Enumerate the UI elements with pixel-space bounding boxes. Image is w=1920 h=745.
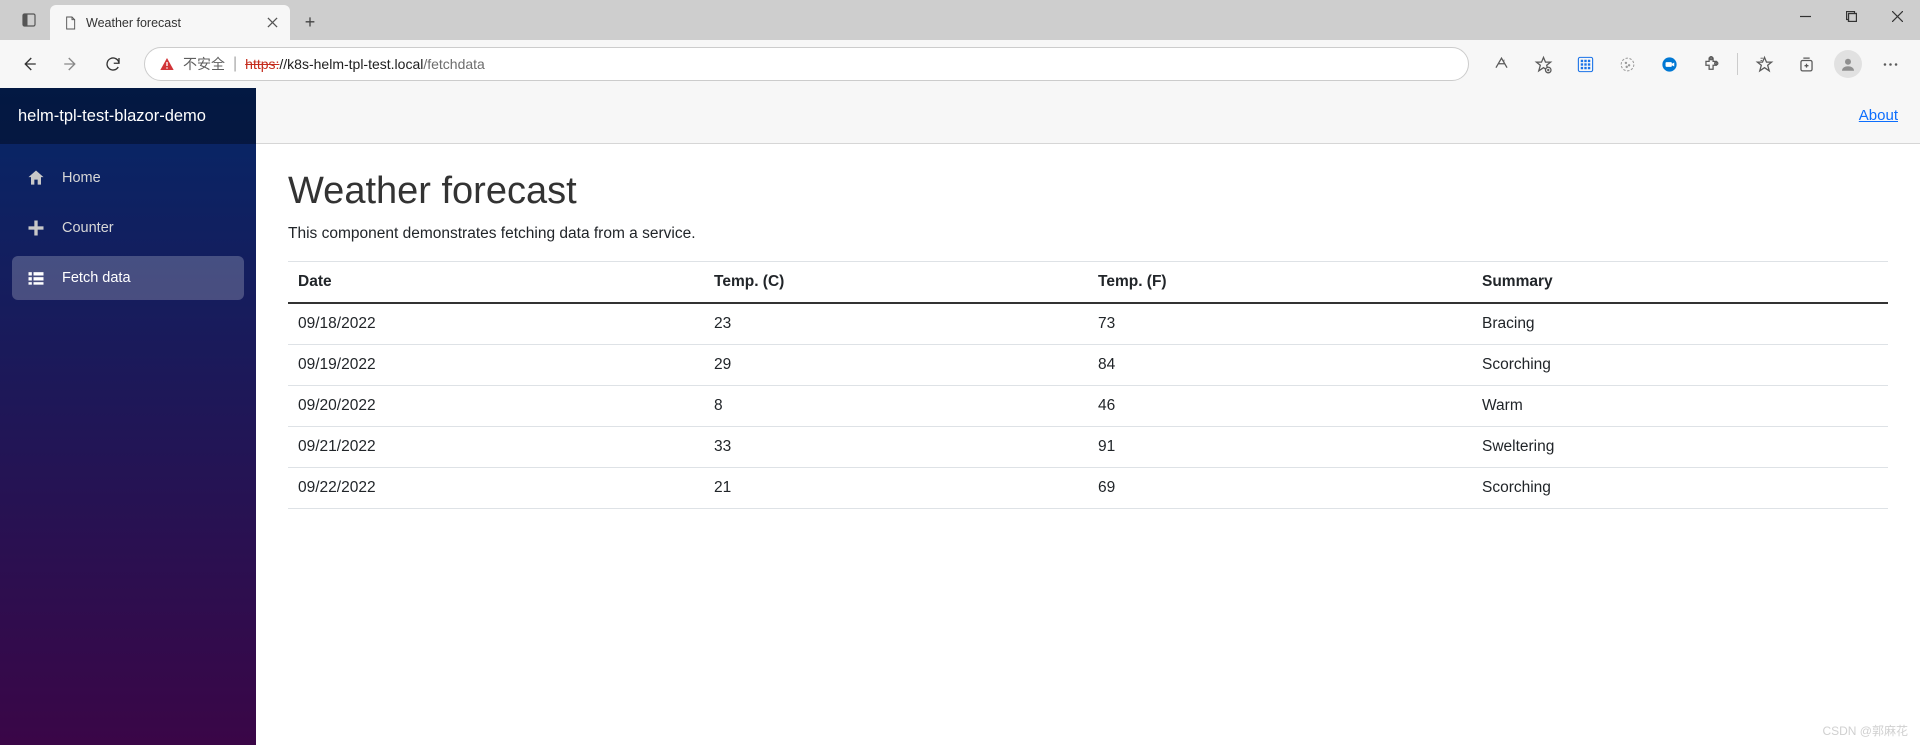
sidebar-item-fetch-data[interactable]: Fetch data	[12, 256, 244, 300]
browser-tab[interactable]: Weather forecast	[50, 5, 290, 40]
table-cell: 8	[704, 386, 1088, 427]
table-header-row: Date Temp. (C) Temp. (F) Summary	[288, 262, 1888, 304]
table-header: Summary	[1472, 262, 1888, 304]
table-cell: Warm	[1472, 386, 1888, 427]
table-cell: 69	[1088, 468, 1472, 509]
table-cell: 46	[1088, 386, 1472, 427]
page-title: Weather forecast	[288, 170, 1888, 213]
plus-icon	[26, 218, 46, 238]
window-controls	[1782, 0, 1920, 32]
table-cell: 09/19/2022	[288, 345, 704, 386]
insecure-label: 不安全	[183, 54, 225, 74]
grid-apps-icon[interactable]	[1565, 44, 1605, 84]
table-header: Date	[288, 262, 704, 304]
tab-title: Weather forecast	[86, 16, 256, 30]
app-root: helm-tpl-test-blazor-demo Home Counter F…	[0, 88, 1920, 745]
tab-close-icon[interactable]	[264, 15, 280, 31]
browser-toolbar: 不安全 | https://k8s-helm-tpl-test.local/fe…	[0, 40, 1920, 88]
home-icon	[26, 168, 46, 188]
table-cell: 09/22/2022	[288, 468, 704, 509]
table-header: Temp. (F)	[1088, 262, 1472, 304]
sidebar-item-label: Counter	[62, 220, 114, 236]
table-cell: Scorching	[1472, 345, 1888, 386]
table-row: 09/21/20223391Sweltering	[288, 427, 1888, 468]
new-tab-button[interactable]: +	[294, 6, 326, 38]
refresh-button[interactable]	[94, 45, 132, 83]
table-row: 09/19/20222984Scorching	[288, 345, 1888, 386]
profile-avatar[interactable]	[1828, 44, 1868, 84]
sidebar-item-label: Fetch data	[62, 270, 131, 286]
table-cell: 09/21/2022	[288, 427, 704, 468]
table-row: 09/20/2022846Warm	[288, 386, 1888, 427]
table-header: Temp. (C)	[704, 262, 1088, 304]
main-area: About Weather forecast This component de…	[256, 88, 1920, 745]
sidebar-item-counter[interactable]: Counter	[12, 206, 244, 250]
sidebar-nav: Home Counter Fetch data	[0, 144, 256, 312]
camera-icon[interactable]	[1649, 44, 1689, 84]
toolbar-actions: ⁿ	[1481, 44, 1910, 84]
sidebar: helm-tpl-test-blazor-demo Home Counter F…	[0, 88, 256, 745]
table-cell: 09/18/2022	[288, 303, 704, 345]
table-cell: 09/20/2022	[288, 386, 704, 427]
table-cell: Bracing	[1472, 303, 1888, 345]
watermark: CSDN @郭麻花	[1822, 722, 1908, 739]
sidebar-item-home[interactable]: Home	[12, 156, 244, 200]
page-subtitle: This component demonstrates fetching dat…	[288, 225, 1888, 243]
url-text: https://k8s-helm-tpl-test.local/fetchdat…	[245, 56, 485, 72]
favorites-list-icon[interactable]	[1744, 44, 1784, 84]
content: Weather forecast This component demonstr…	[256, 144, 1920, 535]
cookie-icon[interactable]	[1607, 44, 1647, 84]
favorite-icon[interactable]	[1523, 44, 1563, 84]
window-close-button[interactable]	[1874, 0, 1920, 32]
table-row: 09/22/20222169Scorching	[288, 468, 1888, 509]
window-maximize-button[interactable]	[1828, 0, 1874, 32]
table-cell: 29	[704, 345, 1088, 386]
list-icon	[26, 268, 46, 288]
table-cell: 21	[704, 468, 1088, 509]
tab-actions-button[interactable]	[8, 0, 50, 40]
address-separator: |	[233, 55, 237, 73]
forward-button[interactable]	[52, 45, 90, 83]
table-cell: Scorching	[1472, 468, 1888, 509]
back-button[interactable]	[10, 45, 48, 83]
brand-title: helm-tpl-test-blazor-demo	[0, 88, 256, 144]
toolbar-divider	[1737, 53, 1738, 75]
table-cell: 23	[704, 303, 1088, 345]
table-cell: 84	[1088, 345, 1472, 386]
browser-chrome: Weather forecast + 不安全 | https://k8s-hel…	[0, 0, 1920, 88]
table-cell: 73	[1088, 303, 1472, 345]
table-row: 09/18/20222373Bracing	[288, 303, 1888, 345]
tab-strip: Weather forecast +	[0, 0, 1920, 40]
window-minimize-button[interactable]	[1782, 0, 1828, 32]
collections-icon[interactable]	[1786, 44, 1826, 84]
extensions-icon[interactable]	[1691, 44, 1731, 84]
insecure-warning-icon	[159, 56, 175, 72]
about-link[interactable]: About	[1859, 107, 1898, 124]
table-cell: 91	[1088, 427, 1472, 468]
topbar: About	[256, 88, 1920, 144]
table-cell: 33	[704, 427, 1088, 468]
read-aloud-icon[interactable]: ⁿ	[1481, 44, 1521, 84]
address-bar[interactable]: 不安全 | https://k8s-helm-tpl-test.local/fe…	[144, 47, 1469, 81]
svg-text:ⁿ: ⁿ	[1503, 57, 1505, 64]
table-cell: Sweltering	[1472, 427, 1888, 468]
forecast-table: Date Temp. (C) Temp. (F) Summary 09/18/2…	[288, 261, 1888, 509]
sidebar-item-label: Home	[62, 170, 101, 186]
more-menu-icon[interactable]	[1870, 44, 1910, 84]
